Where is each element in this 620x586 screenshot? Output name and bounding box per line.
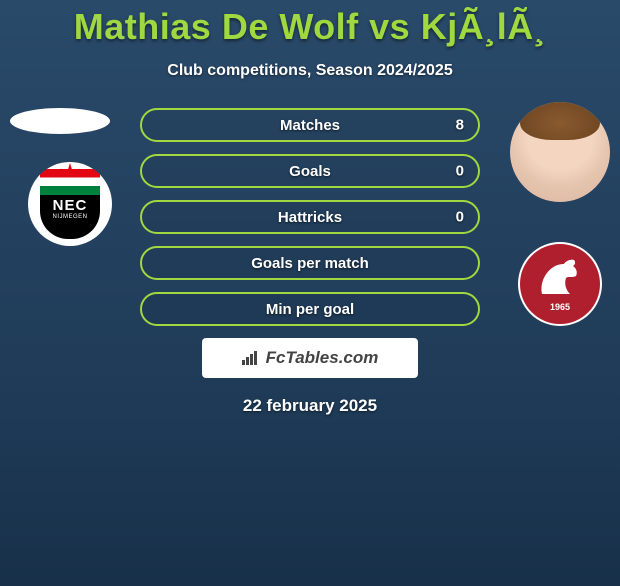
nec-sub-text: NIJMEGEN: [52, 214, 87, 220]
page-title: Mathias De Wolf vs KjÃ¸lÃ¸: [0, 6, 620, 48]
bar-chart-icon: [242, 351, 260, 365]
page-subtitle: Club competitions, Season 2024/2025: [0, 62, 620, 80]
club-badge-right: 1965: [518, 242, 602, 326]
comparison-date: 22 february 2025: [0, 396, 620, 416]
avatar-hair: [520, 102, 600, 140]
stat-value-right: 0: [456, 163, 464, 180]
stat-row-hattricks: Hattricks 0: [140, 200, 480, 234]
stat-row-goals: Goals 0: [140, 154, 480, 188]
comparison-panel: NEC NIJMEGEN 1965 Matches 8 Goals 0 Ha: [0, 108, 620, 326]
stat-row-min-per-goal: Min per goal: [140, 292, 480, 326]
twente-inner: 1965: [522, 246, 598, 322]
player-left-avatar: [10, 108, 110, 134]
player-right-avatar: [510, 102, 610, 202]
club-badge-left: NEC NIJMEGEN: [28, 162, 112, 246]
nec-shield: NEC NIJMEGEN: [40, 169, 100, 239]
horse-icon: [536, 256, 584, 296]
twente-year: 1965: [522, 302, 598, 312]
stats-list: Matches 8 Goals 0 Hattricks 0 Goals per …: [140, 108, 480, 326]
stat-label: Matches: [280, 117, 340, 134]
stat-row-matches: Matches 8: [140, 108, 480, 142]
nec-main-text: NEC: [53, 197, 88, 214]
stat-label: Hattricks: [278, 209, 342, 226]
stat-label: Min per goal: [266, 301, 354, 318]
stat-label: Goals: [289, 163, 331, 180]
stat-value-right: 0: [456, 209, 464, 226]
brand-box[interactable]: FcTables.com: [202, 338, 418, 378]
brand-text: FcTables.com: [266, 348, 379, 368]
stat-row-goals-per-match: Goals per match: [140, 246, 480, 280]
stat-value-right: 8: [456, 117, 464, 134]
stat-label: Goals per match: [251, 255, 369, 272]
